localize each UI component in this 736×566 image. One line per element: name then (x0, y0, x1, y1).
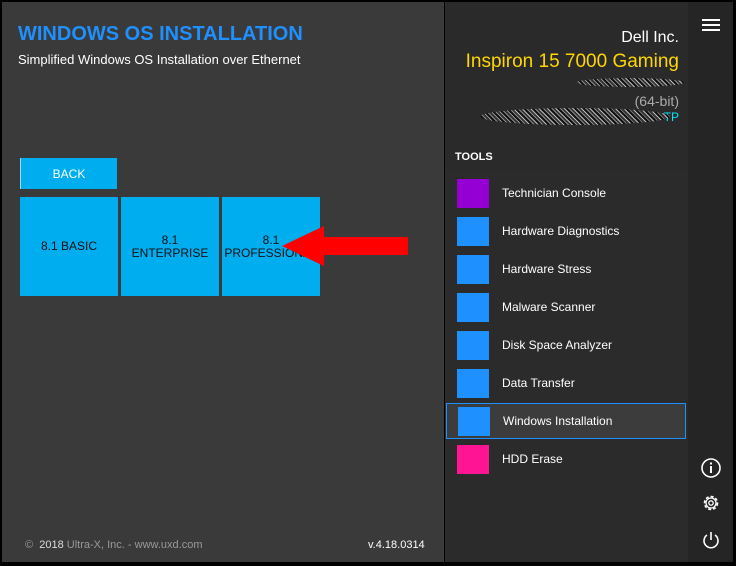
page-subtitle: Simplified Windows OS Installation over … (18, 52, 301, 67)
tool-item-disk-space-analyzer[interactable]: Disk Space Analyzer (446, 327, 686, 363)
menu-icon[interactable] (702, 19, 720, 31)
gear-icon[interactable] (700, 492, 722, 514)
tool-item-technician-console[interactable]: Technician Console (446, 175, 686, 211)
tool-item-malware-scanner[interactable]: Malware Scanner (446, 289, 686, 325)
tool-label: Data Transfer (502, 376, 575, 390)
os-architecture: (64-bit) (634, 93, 679, 109)
tool-item-windows-installation[interactable]: Windows Installation (446, 403, 686, 439)
arrow-annotation (282, 226, 408, 266)
back-button[interactable]: BACK (20, 158, 117, 189)
tool-color-icon (457, 330, 489, 360)
tool-item-hardware-diagnostics[interactable]: Hardware Diagnostics (446, 213, 686, 249)
tool-color-icon (457, 368, 489, 398)
tool-label: Disk Space Analyzer (502, 338, 613, 352)
tool-color-icon (457, 292, 489, 322)
version: v.4.18.0314 (368, 539, 425, 551)
tool-item-hardware-stress[interactable]: Hardware Stress (446, 251, 686, 287)
copyright: © 2018 Ultra-X, Inc. - www.uxd.com (25, 539, 203, 551)
tool-label: Hardware Stress (502, 262, 592, 276)
redacted-os-name (480, 108, 670, 125)
tool-color-icon (457, 444, 489, 474)
page-title: WINDOWS OS INSTALLATION (18, 23, 303, 45)
tool-item-hdd-erase[interactable]: HDD Erase (446, 441, 686, 477)
power-icon[interactable] (700, 529, 722, 551)
tool-label: Technician Console (502, 186, 607, 200)
edition-8-1-enterprise[interactable]: 8.1 ENTERPRISE (121, 197, 219, 296)
redacted-serial (576, 78, 684, 87)
device-manufacturer: Dell Inc. (621, 29, 679, 46)
edition-label: ENTERPRISE (131, 245, 209, 260)
tool-label: Hardware Diagnostics (502, 224, 620, 238)
edition-8-1-basic[interactable]: 8.1 BASIC (20, 197, 118, 296)
edition-label: 8.1 (262, 232, 280, 247)
tool-item-data-transfer[interactable]: Data Transfer (446, 365, 686, 401)
device-model: Inspiron 15 7000 Gaming (465, 51, 679, 72)
tools-header: TOOLS (455, 151, 493, 163)
tool-label: Windows Installation (503, 414, 613, 428)
edition-label: 8.1 BASIC (40, 239, 98, 253)
tool-label: Malware Scanner (502, 300, 596, 314)
tool-label: HDD Erase (502, 452, 563, 466)
edition-label: 8.1 (161, 232, 179, 247)
tool-color-icon (458, 406, 490, 436)
tool-color-icon (457, 216, 489, 246)
info-icon[interactable] (700, 457, 722, 479)
tool-color-icon (457, 254, 489, 284)
tool-color-icon (457, 178, 489, 208)
os-name-suffix: TP (663, 110, 679, 124)
